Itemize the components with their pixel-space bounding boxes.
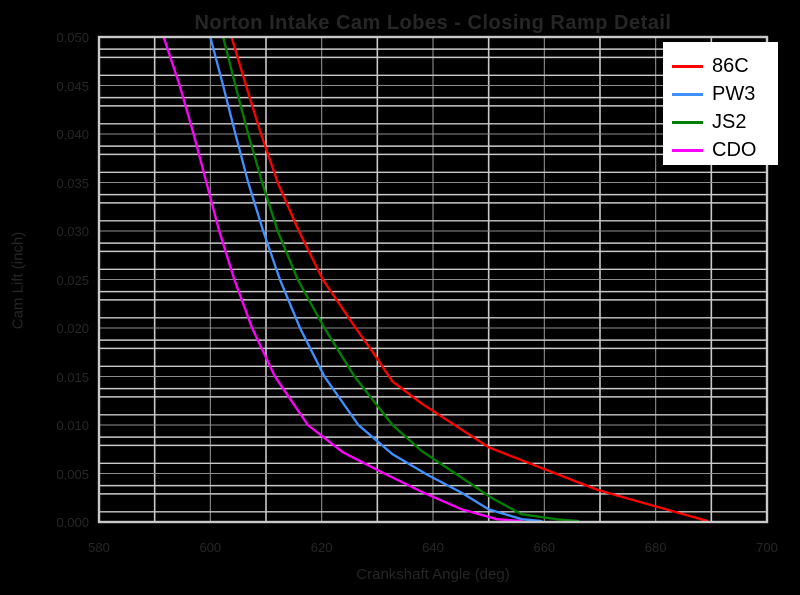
legend-line-swatch: [672, 64, 703, 68]
legend-item: CDO: [672, 137, 778, 163]
x-tick-label: 620: [310, 540, 333, 555]
legend-line-swatch: [672, 148, 703, 152]
y-tick-label: 0.025: [56, 272, 89, 288]
y-tick-label: 0.010: [56, 418, 89, 433]
x-tick-label: 660: [533, 540, 556, 555]
y-tick-label: 0.015: [56, 369, 89, 385]
y-tick-label: 0.040: [56, 127, 89, 142]
plot-border: [97, 35, 769, 524]
x-tick-label: 680: [644, 540, 667, 555]
legend-item: PW3: [672, 81, 778, 107]
x-tick-label: 600: [199, 540, 222, 555]
series-86C-line: [230, 35, 709, 523]
series-CDO-line: [162, 35, 523, 523]
x-tick-label: 640: [422, 540, 444, 555]
legend-line-swatch: [672, 120, 703, 124]
legend-label: CDO: [712, 139, 757, 161]
y-tick-label: 0.045: [56, 78, 89, 94]
y-tick-label: 0.005: [56, 466, 89, 482]
y-axis-title: Cam Lift (inch): [9, 231, 27, 330]
x-axis-title: Crankshaft Angle (deg): [356, 566, 510, 583]
x-tick-label: 700: [756, 540, 778, 555]
legend-line-swatch: [672, 92, 703, 96]
x-tick-label: 580: [88, 540, 110, 555]
series-JS2-line: [221, 35, 580, 523]
legend-label: 86C: [712, 55, 749, 77]
legend-item: 86C: [672, 53, 778, 79]
legend: 86C PW3 JS2 CDO: [663, 42, 778, 165]
series-PW3-line: [209, 35, 543, 523]
chart-title: Norton Intake Cam Lobes - Closing Ramp D…: [194, 12, 672, 34]
y-tick-label: 0.030: [56, 224, 89, 239]
y-tick-label: 0.050: [56, 30, 89, 45]
y-tick-label: 0.035: [56, 175, 89, 191]
y-tick-label: 0.000: [56, 515, 89, 530]
legend-label: JS2: [712, 111, 747, 133]
y-tick-label: 0.020: [56, 321, 89, 336]
legend-label: PW3: [712, 83, 756, 105]
legend-item: JS2: [672, 109, 778, 135]
